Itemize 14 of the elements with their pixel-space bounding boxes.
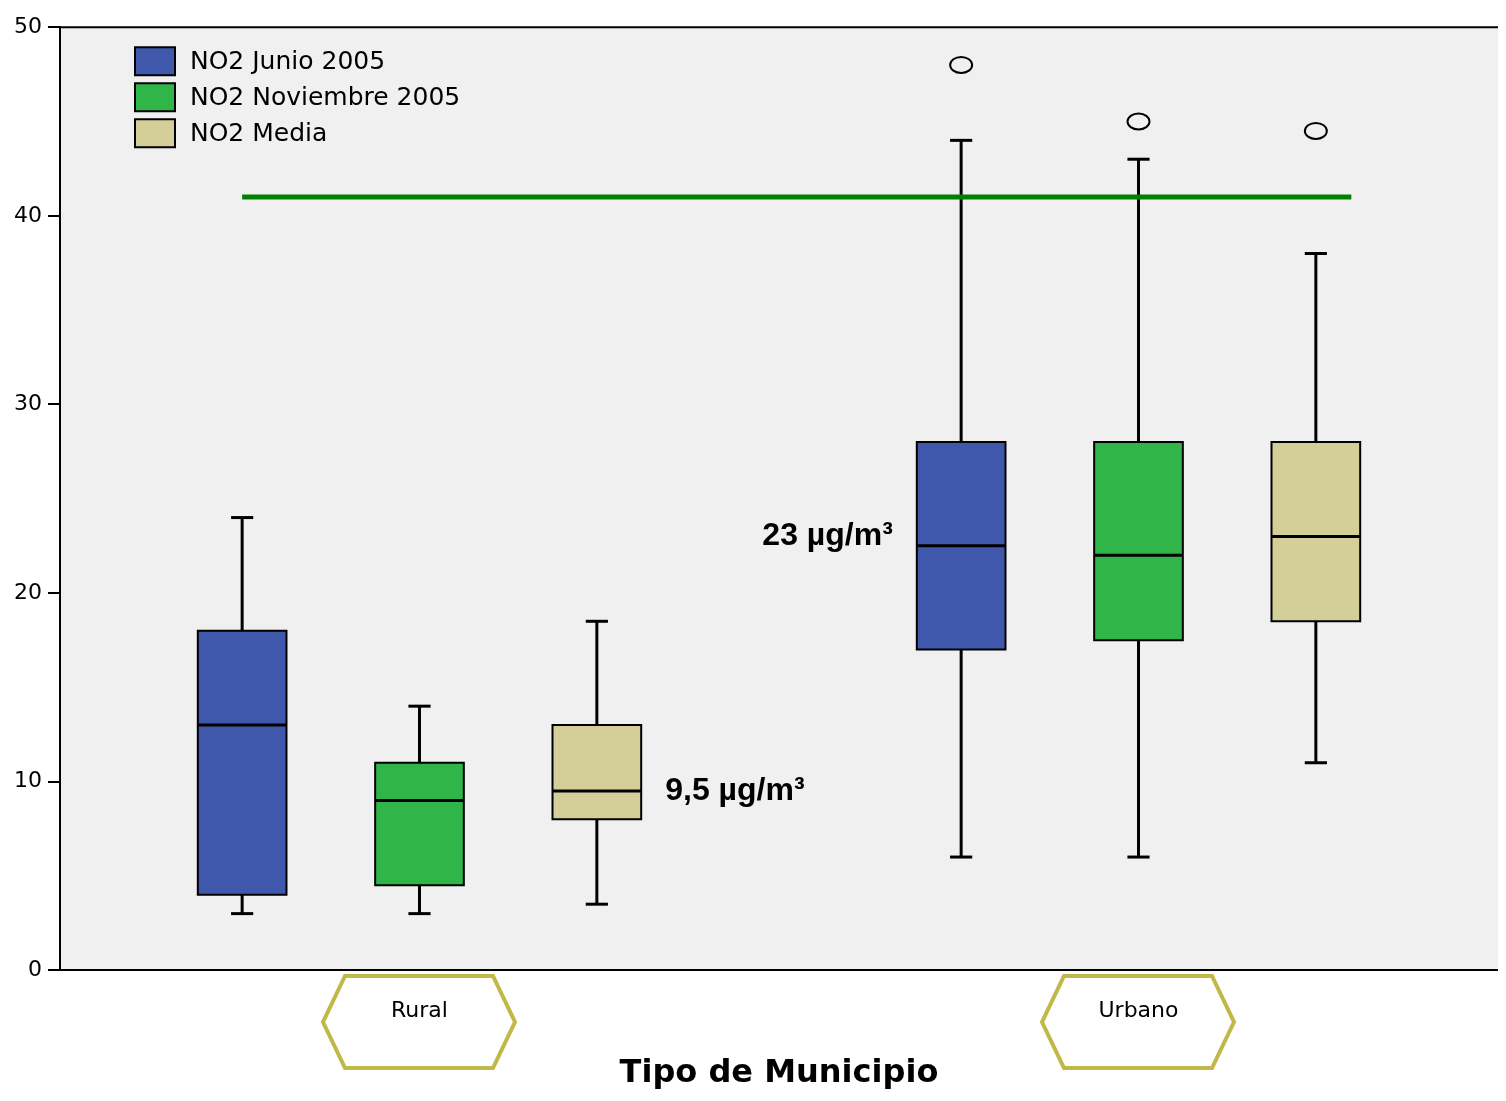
- legend-label: NO2 Media: [189, 117, 328, 147]
- y-tick-label: 40: [13, 201, 42, 227]
- y-tick-label: 50: [13, 12, 42, 38]
- x-tick-label: Urbano: [1098, 997, 1179, 1023]
- x-axis-title: Tipo de Municipio: [619, 1052, 939, 1091]
- y-tick-label: 20: [13, 578, 42, 604]
- x-tick-label: Rural: [391, 997, 448, 1023]
- y-tick-label: 0: [27, 955, 42, 981]
- y-tick-label: 30: [13, 390, 42, 416]
- y-tick-label: 10: [13, 767, 42, 793]
- annotation: 9,5 µg/m³: [665, 770, 805, 807]
- annotation: 23 µg/m³: [762, 516, 893, 553]
- legend-label: NO2 Junio 2005: [189, 45, 386, 75]
- legend-label: NO2 Noviembre 2005: [189, 81, 461, 111]
